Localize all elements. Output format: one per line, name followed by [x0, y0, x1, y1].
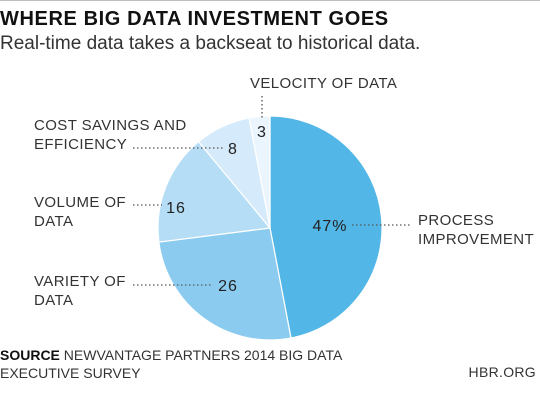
slice-category-label-4: VELOCITY OF DATA — [250, 75, 397, 92]
slice-value-label-2: 16 — [166, 200, 186, 217]
pie-slices — [157, 115, 383, 341]
leader-lines — [133, 96, 412, 286]
slice-category-label-1: VARIETY OF DATA — [34, 273, 126, 309]
slice-category-label-3: COST SAVINGS AND EFFICIENCY — [34, 117, 187, 153]
slice-value-label-0: 47% — [312, 218, 347, 235]
source-note: SOURCE NEWVANTAGE PARTNERS 2014 BIG DATA… — [0, 346, 400, 382]
source-text: NEWVANTAGE PARTNERS 2014 BIG DATA EXECUT… — [0, 347, 342, 381]
slice-category-label-0: PROCESS IMPROVEMENT — [418, 212, 534, 248]
pie-slice-1 — [158, 227, 292, 341]
top-rule — [0, 0, 540, 1]
slice-category-label-2: VOLUME OF DATA — [34, 194, 126, 230]
slice-value-label-4: 3 — [257, 124, 267, 141]
slice-value-label-3: 8 — [228, 141, 238, 158]
source-label: SOURCE — [0, 347, 60, 363]
slice-value-label-1: 26 — [218, 278, 238, 295]
pie-slice-4 — [248, 115, 271, 229]
pie-slice-2 — [157, 140, 272, 243]
pie-labels: 47% PROCESS IMPROVEMENT 26 VARIETY OF DATA 16 V… — [34, 75, 534, 309]
pie-slice-0 — [269, 115, 383, 339]
chart-subtitle: Real-time data takes a backseat to histo… — [0, 33, 421, 54]
brand-label: HBR.ORG — [468, 364, 536, 380]
chart-title: WHERE BIG DATA INVESTMENT GOES — [0, 8, 389, 30]
